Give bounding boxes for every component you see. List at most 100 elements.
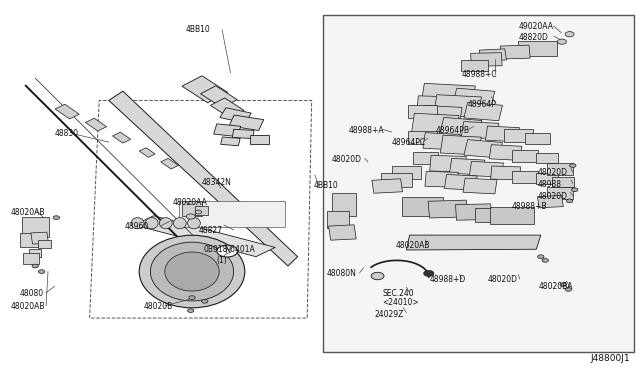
- Circle shape: [53, 216, 60, 219]
- Text: 24029Z: 24029Z: [374, 310, 404, 319]
- Ellipse shape: [131, 218, 144, 229]
- FancyBboxPatch shape: [434, 95, 481, 117]
- Circle shape: [38, 270, 45, 273]
- FancyBboxPatch shape: [221, 137, 240, 146]
- Polygon shape: [195, 205, 208, 215]
- Text: 48988+B: 48988+B: [512, 202, 547, 211]
- Text: 4BB10: 4BB10: [314, 182, 339, 190]
- Ellipse shape: [150, 242, 234, 301]
- Polygon shape: [109, 91, 298, 266]
- FancyBboxPatch shape: [444, 174, 477, 190]
- Text: 48020D: 48020D: [538, 169, 568, 177]
- Text: 48020AB: 48020AB: [10, 208, 45, 217]
- Bar: [323, 15, 634, 352]
- FancyBboxPatch shape: [547, 187, 573, 199]
- Circle shape: [560, 283, 566, 286]
- Circle shape: [202, 299, 208, 303]
- FancyBboxPatch shape: [428, 200, 468, 218]
- Text: J48800J1: J48800J1: [591, 354, 630, 363]
- FancyBboxPatch shape: [413, 152, 438, 164]
- FancyBboxPatch shape: [440, 118, 482, 137]
- Circle shape: [572, 188, 578, 192]
- Ellipse shape: [140, 235, 245, 308]
- Circle shape: [371, 272, 384, 280]
- FancyBboxPatch shape: [328, 225, 356, 240]
- Text: 48830: 48830: [54, 129, 79, 138]
- Text: 48080N: 48080N: [326, 269, 356, 278]
- FancyBboxPatch shape: [525, 133, 550, 144]
- FancyBboxPatch shape: [372, 179, 403, 193]
- FancyBboxPatch shape: [518, 41, 557, 56]
- Text: 48988+A: 48988+A: [349, 126, 385, 135]
- FancyBboxPatch shape: [425, 171, 458, 187]
- FancyBboxPatch shape: [512, 150, 538, 162]
- Text: SEC.240: SEC.240: [383, 289, 414, 298]
- FancyBboxPatch shape: [412, 113, 459, 136]
- Ellipse shape: [159, 218, 172, 229]
- FancyBboxPatch shape: [504, 129, 533, 142]
- Circle shape: [565, 288, 572, 291]
- FancyBboxPatch shape: [423, 133, 460, 150]
- FancyBboxPatch shape: [214, 124, 241, 137]
- FancyBboxPatch shape: [211, 98, 244, 118]
- FancyBboxPatch shape: [29, 249, 41, 257]
- Text: 48988+D: 48988+D: [430, 275, 467, 284]
- FancyBboxPatch shape: [536, 173, 559, 184]
- FancyBboxPatch shape: [490, 208, 534, 224]
- Circle shape: [188, 309, 194, 312]
- FancyBboxPatch shape: [485, 126, 520, 142]
- FancyBboxPatch shape: [200, 86, 237, 108]
- FancyBboxPatch shape: [552, 177, 575, 187]
- FancyBboxPatch shape: [408, 105, 437, 118]
- Text: 48020BA: 48020BA: [539, 282, 573, 291]
- Circle shape: [566, 199, 573, 203]
- Polygon shape: [182, 201, 202, 216]
- FancyBboxPatch shape: [491, 166, 520, 180]
- Text: 48988+C: 48988+C: [462, 70, 498, 79]
- FancyBboxPatch shape: [547, 163, 573, 175]
- Text: 48020AB: 48020AB: [396, 241, 430, 250]
- FancyBboxPatch shape: [85, 118, 107, 131]
- FancyBboxPatch shape: [392, 166, 421, 179]
- Text: 48020D: 48020D: [488, 275, 518, 284]
- FancyBboxPatch shape: [538, 195, 563, 208]
- FancyBboxPatch shape: [456, 204, 492, 220]
- FancyBboxPatch shape: [461, 60, 488, 71]
- Text: 48020D: 48020D: [538, 192, 568, 201]
- FancyBboxPatch shape: [113, 132, 131, 143]
- Text: <24010>: <24010>: [383, 298, 419, 307]
- Text: 48960: 48960: [125, 222, 149, 231]
- Polygon shape: [406, 235, 541, 250]
- Circle shape: [32, 264, 38, 268]
- Circle shape: [542, 259, 548, 262]
- FancyBboxPatch shape: [421, 105, 462, 125]
- Text: 49020AA: 49020AA: [518, 22, 554, 31]
- Polygon shape: [179, 201, 285, 227]
- FancyBboxPatch shape: [452, 88, 495, 109]
- FancyBboxPatch shape: [327, 211, 349, 228]
- Text: 48342N: 48342N: [202, 178, 232, 187]
- Text: 48020AA: 48020AA: [173, 198, 207, 207]
- FancyBboxPatch shape: [512, 171, 538, 183]
- Ellipse shape: [173, 218, 186, 229]
- Circle shape: [189, 296, 195, 299]
- FancyBboxPatch shape: [22, 217, 49, 237]
- FancyBboxPatch shape: [476, 208, 511, 222]
- FancyBboxPatch shape: [31, 232, 49, 244]
- Ellipse shape: [165, 252, 219, 291]
- Polygon shape: [134, 216, 275, 257]
- FancyBboxPatch shape: [381, 173, 412, 187]
- Text: 48964PB: 48964PB: [435, 126, 469, 135]
- Circle shape: [217, 245, 237, 257]
- Text: 48988: 48988: [538, 180, 562, 189]
- FancyBboxPatch shape: [332, 193, 356, 216]
- FancyBboxPatch shape: [420, 83, 476, 110]
- FancyBboxPatch shape: [464, 140, 502, 158]
- FancyBboxPatch shape: [250, 135, 269, 144]
- FancyBboxPatch shape: [23, 253, 39, 264]
- FancyBboxPatch shape: [461, 122, 499, 139]
- Circle shape: [424, 270, 434, 276]
- FancyBboxPatch shape: [408, 131, 437, 144]
- Text: 48827: 48827: [198, 226, 223, 235]
- Ellipse shape: [145, 218, 158, 229]
